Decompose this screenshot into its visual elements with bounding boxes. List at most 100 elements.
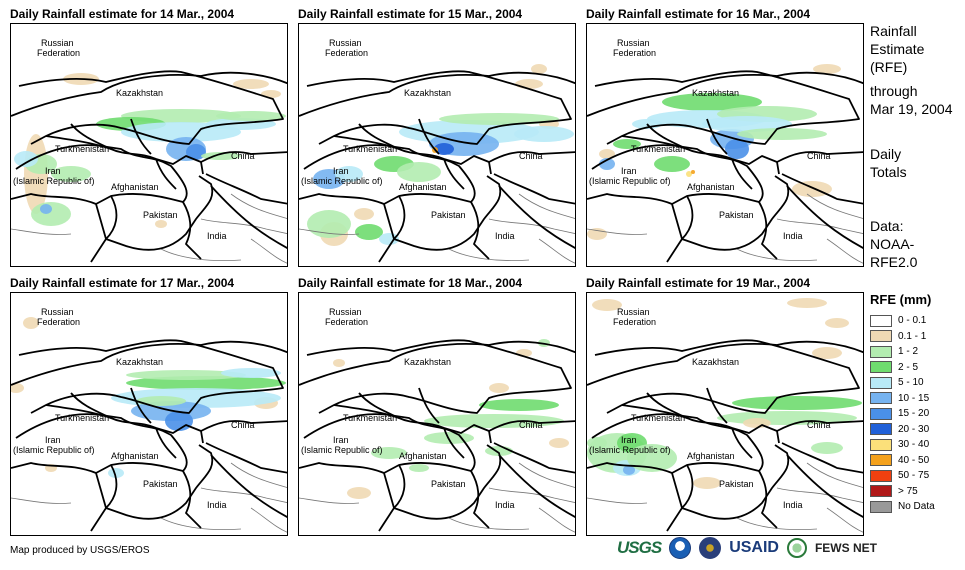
country-border	[15, 413, 188, 474]
country-border	[493, 173, 575, 205]
country-border	[182, 201, 202, 260]
map-label-afghanistan: Afghanistan	[111, 451, 159, 461]
map-label-pakistan: Pakistan	[143, 479, 178, 489]
country-border	[470, 201, 490, 260]
country-border	[786, 454, 863, 518]
rainfall-area	[599, 149, 615, 159]
map-label-iran-2: (Islamic Republic of)	[13, 445, 95, 455]
rainfall-area	[592, 299, 622, 311]
map-label-iran-2: (Islamic Republic of)	[301, 176, 383, 186]
rainfall-area	[397, 162, 441, 182]
panel-title-3: Daily Rainfall estimate for 16 Mar., 200…	[586, 7, 811, 21]
map-label-turkmenistan: Turkmenistan	[55, 413, 109, 423]
country-border	[731, 158, 753, 190]
minor-boundary	[538, 238, 575, 264]
rainfall-area	[14, 151, 38, 167]
map-label-china: China	[807, 420, 831, 430]
map-label-kazakhstan: Kazakhstan	[692, 357, 739, 367]
map-label-turkmenistan: Turkmenistan	[631, 413, 685, 423]
legend-swatch	[870, 392, 892, 405]
minor-boundary	[11, 497, 72, 504]
rainfall-area	[11, 383, 24, 393]
sidebar-totals-label: Totals	[870, 164, 907, 180]
country-border	[205, 442, 287, 474]
rainfall-area	[787, 298, 827, 308]
map-label-kazakhstan: Kazakhstan	[116, 88, 163, 98]
map-label-russia-2: Federation	[37, 48, 80, 58]
legend-item: 10 - 15	[870, 391, 935, 407]
country-border	[299, 71, 575, 117]
map-label-china: China	[231, 151, 255, 161]
map-label-iran-1: Iran	[333, 166, 349, 176]
sidebar-title-line1: Rainfall	[870, 23, 917, 39]
sidebar-data-source-2: RFE2.0	[870, 254, 918, 270]
legend-item: No Data	[870, 499, 935, 515]
country-border	[358, 123, 400, 150]
usaid-logo: USAID	[729, 539, 779, 556]
map-label-turkmenistan: Turkmenistan	[343, 144, 397, 154]
legend-item: 50 - 75	[870, 468, 935, 484]
map-label-india: India	[207, 231, 227, 241]
minor-boundary	[250, 507, 287, 533]
map-label-china: China	[807, 151, 831, 161]
legend-swatch	[870, 454, 892, 467]
country-border	[200, 151, 287, 163]
country-border	[488, 420, 575, 432]
map-label-kazakhstan: Kazakhstan	[404, 88, 451, 98]
legend-label: > 75	[898, 485, 918, 497]
legend-swatch	[870, 469, 892, 482]
rainfall-area	[354, 208, 374, 220]
rainfall-area	[335, 166, 363, 182]
minor-boundary	[448, 517, 530, 530]
country-border	[15, 144, 188, 205]
minor-boundary	[448, 248, 530, 261]
rainfall-area	[233, 79, 269, 89]
minor-boundary	[230, 462, 287, 488]
map-label-india: India	[495, 500, 515, 510]
map-label-turkmenistan: Turkmenistan	[343, 413, 397, 423]
country-border	[488, 151, 575, 163]
country-border	[646, 392, 688, 419]
country-border	[587, 193, 683, 263]
rainfall-area	[479, 399, 559, 411]
sidebar-title-line3: (RFE)	[870, 59, 908, 75]
country-border	[18, 339, 284, 414]
legend-swatch	[870, 345, 892, 358]
minor-boundary	[826, 507, 863, 533]
rainfall-area	[732, 396, 862, 410]
panel-title-2: Daily Rainfall estimate for 15 Mar., 200…	[298, 7, 523, 21]
country-border	[306, 339, 572, 414]
sidebar-through-date: Mar 19, 2004	[870, 101, 953, 117]
minor-boundary	[826, 238, 863, 264]
country-border	[498, 185, 575, 249]
minor-boundary	[736, 248, 818, 261]
rainfall-map-4: Russian Federation Kazakhstan Turkmenistan C…	[10, 292, 288, 536]
country-border	[182, 470, 202, 529]
country-border	[70, 123, 112, 150]
country-border	[681, 444, 790, 520]
country-border	[591, 144, 764, 205]
country-border	[731, 427, 753, 459]
country-border	[130, 118, 152, 155]
country-border	[299, 193, 395, 263]
legend-item: 2 - 5	[870, 360, 935, 376]
country-border	[130, 387, 152, 424]
country-border	[706, 387, 728, 424]
country-border	[587, 462, 683, 532]
country-border	[587, 71, 863, 117]
country-border	[646, 123, 688, 150]
map-label-china: China	[231, 420, 255, 430]
map-label-pakistan: Pakistan	[431, 479, 466, 489]
country-border	[11, 71, 287, 117]
minor-boundary	[587, 228, 648, 235]
minor-boundary	[299, 228, 360, 235]
map-label-pakistan: Pakistan	[431, 210, 466, 220]
rainfall-area	[627, 444, 677, 472]
noaa-logo-icon	[669, 537, 692, 559]
rainfall-map-1: Russian Federation Kazakhstan Turkmenistan C…	[10, 23, 288, 267]
rainfall-area	[825, 318, 849, 328]
minor-boundary	[518, 462, 575, 488]
panel-title-6: Daily Rainfall estimate for 19 Mar., 200…	[586, 276, 811, 290]
panel-title-5: Daily Rainfall estimate for 18 Mar., 200…	[298, 276, 523, 290]
map-label-russia-1: Russian	[41, 38, 74, 48]
